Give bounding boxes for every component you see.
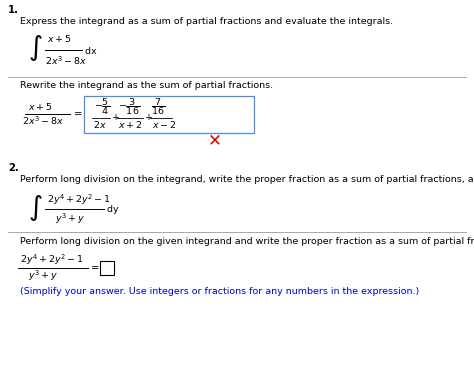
Text: $-\dfrac{3}{16}$: $-\dfrac{3}{16}$ bbox=[118, 96, 140, 117]
Text: $x+5$: $x+5$ bbox=[47, 34, 72, 44]
Text: $y^3+y$: $y^3+y$ bbox=[55, 212, 85, 226]
Text: $\dfrac{7}{16}$: $\dfrac{7}{16}$ bbox=[151, 96, 165, 117]
Text: $\mathregular{dx}$: $\mathregular{dx}$ bbox=[84, 44, 97, 56]
Text: Express the integrand as a sum of partial fractions and evaluate the integrals.: Express the integrand as a sum of partia… bbox=[20, 17, 393, 27]
Text: Perform long division on the integrand, write the proper fraction as a sum of pa: Perform long division on the integrand, … bbox=[20, 176, 474, 185]
Text: $2x^3-8x$: $2x^3-8x$ bbox=[22, 115, 64, 127]
Text: $\int$: $\int$ bbox=[28, 193, 43, 223]
Bar bbox=[100, 261, 114, 275]
Text: $\mathregular{dy}$: $\mathregular{dy}$ bbox=[106, 203, 119, 215]
Text: $x+2$: $x+2$ bbox=[118, 119, 143, 129]
Text: $y^3+y$: $y^3+y$ bbox=[28, 269, 58, 283]
Text: $x+5$: $x+5$ bbox=[28, 102, 53, 112]
Text: Perform long division on the given integrand and write the proper fraction as a : Perform long division on the given integ… bbox=[20, 237, 474, 245]
Text: $-\dfrac{5}{4}$: $-\dfrac{5}{4}$ bbox=[94, 96, 110, 117]
Text: 1.: 1. bbox=[8, 5, 19, 15]
Text: +: + bbox=[145, 112, 153, 122]
Text: Rewrite the integrand as the sum of partial fractions.: Rewrite the integrand as the sum of part… bbox=[20, 81, 273, 90]
Text: $\int$: $\int$ bbox=[28, 33, 43, 63]
Text: $2y^4+2y^2-1$: $2y^4+2y^2-1$ bbox=[20, 253, 83, 267]
Bar bbox=[84, 96, 254, 133]
Text: 2.: 2. bbox=[8, 163, 19, 173]
Text: +: + bbox=[112, 112, 120, 122]
Text: =: = bbox=[91, 263, 100, 273]
Text: (Simplify your answer. Use integers or fractions for any numbers in the expressi: (Simplify your answer. Use integers or f… bbox=[20, 288, 419, 296]
Text: $2y^4+2y^2-1$: $2y^4+2y^2-1$ bbox=[47, 193, 110, 207]
Text: $x-2$: $x-2$ bbox=[152, 119, 177, 129]
Text: =: = bbox=[74, 109, 82, 119]
Text: ✕: ✕ bbox=[208, 131, 222, 149]
Text: $2x^3-8x$: $2x^3-8x$ bbox=[45, 55, 87, 67]
Text: $2x$: $2x$ bbox=[93, 119, 107, 129]
